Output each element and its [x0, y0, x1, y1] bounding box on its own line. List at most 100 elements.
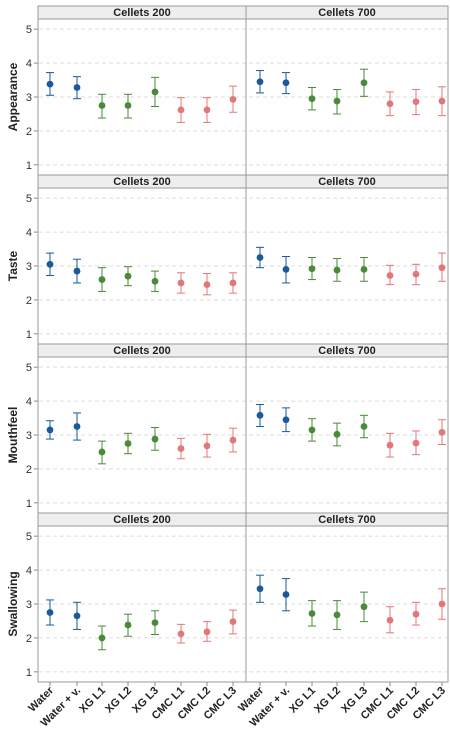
mean-point-water-v	[282, 265, 290, 273]
chart-labels: Appearance 1 2 3 4 5 Cellets 200 Cellets 700 Tas…	[6, 7, 448, 729]
mean-point-water-v	[282, 79, 290, 87]
y-tick-label: 1	[26, 329, 32, 341]
mean-point-water-v	[282, 591, 290, 598]
y-axis-label-appearance: Appearance	[6, 62, 20, 131]
y-tick-label: 5	[26, 24, 32, 36]
mean-point-water	[46, 426, 54, 434]
y-tick-label: 3	[26, 92, 32, 104]
y-tick-label: 2	[26, 126, 32, 138]
x-tick-label: XG L2	[312, 685, 343, 716]
mean-point-cmc-l2	[412, 439, 420, 447]
mean-point-cmc-l2	[203, 281, 211, 289]
mean-point-cmc-l1	[177, 445, 185, 452]
x-tick-label: XG L2	[103, 685, 134, 716]
panel-title: Cellets 200	[113, 345, 170, 357]
y-tick-label: 3	[26, 430, 32, 442]
y-tick-label: 1	[26, 667, 32, 679]
mean-point-xg-l1	[98, 448, 106, 456]
panel-title: Cellets 700	[318, 345, 375, 357]
mean-point-cmc-l3	[438, 600, 446, 608]
panel-title: Cellets 700	[318, 7, 375, 19]
y-tick-label: 4	[26, 58, 32, 70]
y-tick-label: 1	[26, 160, 32, 172]
mean-point-xg-l3	[360, 603, 368, 611]
mean-point-xg-l2	[124, 272, 132, 280]
mean-point-xg-l1	[98, 276, 106, 283]
mean-point-cmc-l3	[438, 264, 446, 272]
data-marks	[46, 68, 446, 651]
mean-point-xg-l2	[124, 440, 132, 447]
mean-point-xg-l1	[98, 634, 106, 642]
mean-point-cmc-l1	[386, 100, 394, 108]
mean-point-xg-l2	[333, 611, 341, 619]
panel-frame	[245, 525, 449, 683]
mean-point-xg-l2	[124, 102, 132, 109]
mean-point-xg-l3	[151, 277, 159, 285]
mean-point-cmc-l2	[412, 610, 420, 618]
mean-point-cmc-l2	[203, 106, 211, 114]
y-tick-label: 3	[26, 599, 32, 611]
mean-point-cmc-l1	[177, 106, 185, 114]
mean-point-xg-l2	[333, 97, 341, 105]
mean-point-xg-l2	[124, 621, 132, 629]
mean-point-cmc-l1	[177, 279, 185, 287]
mean-point-cmc-l3	[229, 279, 237, 287]
mean-point-xg-l1	[308, 95, 316, 103]
mean-point-water	[256, 254, 264, 261]
y-tick-label: 2	[26, 295, 32, 307]
mean-point-cmc-l2	[412, 270, 420, 278]
mean-point-cmc-l2	[203, 628, 211, 636]
mean-point-water	[256, 411, 264, 419]
y-tick-label: 5	[26, 531, 32, 543]
y-tick-label: 5	[26, 193, 32, 205]
mean-point-water	[256, 78, 264, 86]
mean-point-water	[256, 585, 264, 593]
mean-point-cmc-l3	[438, 428, 446, 436]
mean-point-xg-l1	[308, 426, 316, 434]
mean-point-cmc-l2	[412, 98, 420, 106]
y-tick-label: 5	[26, 362, 32, 374]
y-tick-label: 1	[26, 498, 32, 510]
mean-point-water	[46, 260, 54, 268]
panel-title: Cellets 200	[113, 7, 170, 19]
panel-title: Cellets 700	[318, 176, 375, 188]
y-tick-label: 2	[26, 633, 32, 645]
mean-point-water-v	[73, 612, 81, 620]
y-tick-label: 4	[26, 396, 32, 408]
mean-point-xg-l1	[308, 265, 316, 273]
mean-point-cmc-l3	[229, 436, 237, 444]
mean-point-water-v	[73, 267, 81, 275]
mean-point-xg-l3	[151, 619, 159, 627]
mean-point-cmc-l3	[438, 97, 446, 105]
mean-point-xg-l3	[151, 435, 159, 443]
mean-point-xg-l3	[360, 79, 368, 87]
y-axis-label-swallowing: Swallowing	[6, 571, 20, 636]
grid-layer	[39, 28, 447, 673]
mean-point-xg-l3	[360, 265, 368, 273]
panel-title: Cellets 200	[113, 514, 170, 526]
mean-point-cmc-l3	[229, 95, 237, 103]
mean-point-xg-l2	[333, 430, 341, 438]
mean-point-water-v	[73, 423, 81, 430]
y-axis-label-mouthfeel: Mouthfeel	[6, 407, 20, 464]
x-tick-label: XG L1	[77, 685, 108, 716]
panel-title: Cellets 700	[318, 514, 375, 526]
mean-point-xg-l3	[151, 88, 159, 96]
y-tick-label: 4	[26, 227, 32, 239]
y-tick-label: 3	[26, 261, 32, 273]
mean-point-cmc-l2	[203, 442, 211, 450]
mean-point-cmc-l1	[386, 616, 394, 624]
mean-point-water-v	[282, 416, 290, 424]
panel-frames	[34, 5, 449, 686]
mean-point-water	[46, 609, 54, 616]
mean-point-water-v	[73, 84, 81, 91]
mean-point-cmc-l1	[386, 441, 394, 449]
mean-point-xg-l1	[308, 610, 316, 617]
mean-point-cmc-l3	[229, 618, 237, 626]
x-tick-label: XG L1	[287, 685, 318, 716]
mean-point-water	[46, 80, 54, 88]
mean-point-xg-l1	[98, 102, 106, 109]
y-axis-label-taste: Taste	[6, 250, 20, 281]
mean-point-cmc-l1	[386, 272, 394, 279]
